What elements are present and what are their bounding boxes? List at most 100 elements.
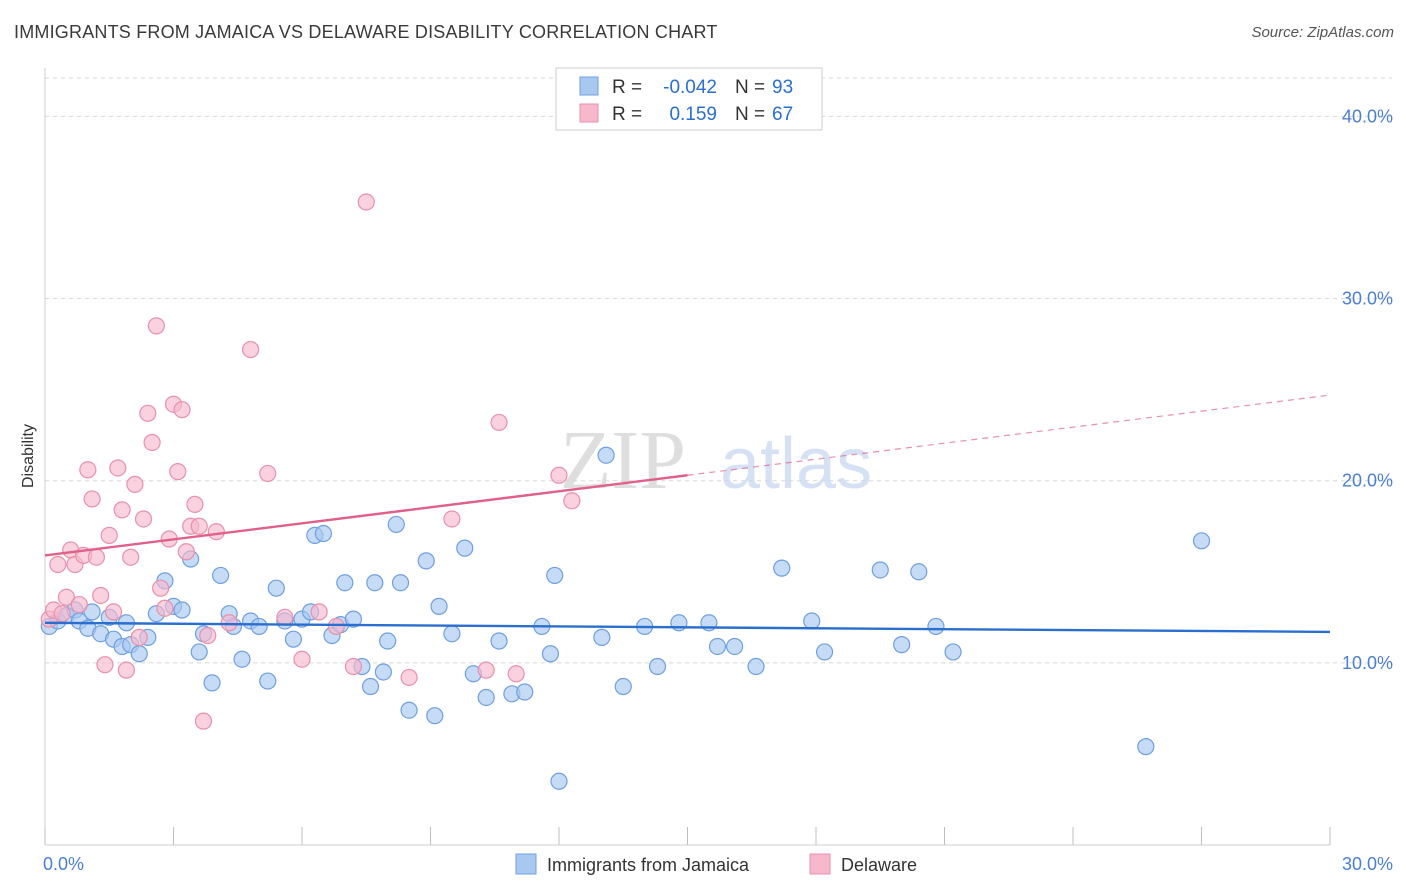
delaware-point xyxy=(344,657,362,676)
delaware-point xyxy=(194,712,213,730)
y-tick-label: 30.0% xyxy=(1342,289,1393,309)
axes xyxy=(44,68,1331,846)
jamaica-point xyxy=(726,637,744,656)
jamaica-point xyxy=(490,632,508,650)
delaware-point xyxy=(242,340,260,359)
delaware-point xyxy=(400,668,418,687)
legend-label-delaware: Delaware xyxy=(841,855,917,875)
delaware-point xyxy=(186,495,204,513)
delaware-point xyxy=(156,599,174,617)
stats-legend-box xyxy=(555,67,823,131)
jamaica-point xyxy=(284,630,303,648)
jamaica-point xyxy=(344,610,362,628)
delaware-point xyxy=(490,413,508,432)
tick-labels: 10.0% 20.0% 30.0% 40.0% 0.0% 30.0% xyxy=(43,106,1393,874)
r-label-jamaica: R = xyxy=(612,77,642,98)
stats-legend: R = -0.042 N = 93 R = 0.159 N = 67 xyxy=(555,67,823,131)
jamaica-point xyxy=(259,672,277,690)
delaware-point xyxy=(130,628,148,646)
delaware-point xyxy=(357,193,375,211)
jamaica-point xyxy=(417,552,435,570)
delaware-point xyxy=(87,548,106,566)
jamaica-point xyxy=(1137,738,1155,756)
delaware-point xyxy=(152,579,170,597)
delaware-point xyxy=(507,665,525,683)
legend-swatch-delaware xyxy=(809,853,831,875)
delaware-point xyxy=(147,317,165,335)
grid-lines xyxy=(45,77,1392,664)
delaware-point xyxy=(563,492,581,510)
watermark-zip: ZIP xyxy=(560,414,686,507)
jamaica-point xyxy=(456,539,474,557)
jamaica-point xyxy=(374,663,392,681)
jamaica-point xyxy=(893,636,911,654)
jamaica-point xyxy=(747,657,765,676)
jamaica-point xyxy=(550,772,568,790)
trend-lines xyxy=(44,394,1331,634)
delaware-point xyxy=(169,463,187,481)
jamaica-point xyxy=(614,677,632,696)
delaware-point xyxy=(126,475,144,493)
jamaica-point xyxy=(910,563,928,581)
jamaica-point xyxy=(430,597,448,615)
jamaica-point xyxy=(83,603,101,621)
delaware-point xyxy=(199,626,217,645)
jamaica-point xyxy=(443,625,461,643)
x-tick-label: 0.0% xyxy=(43,854,84,874)
delaware-point xyxy=(173,401,191,419)
jamaica-point xyxy=(314,524,333,543)
trend-line-solid xyxy=(44,621,1331,634)
legend-label-jamaica: Immigrants from Jamaica xyxy=(547,855,750,875)
y-tick-label: 20.0% xyxy=(1342,471,1393,491)
n-label-jamaica: N = xyxy=(735,77,765,98)
jamaica-point xyxy=(267,579,285,597)
jamaica-point xyxy=(773,559,791,577)
delaware-point xyxy=(276,608,294,626)
jamaica-point xyxy=(871,561,889,579)
n-label-delaware: N = xyxy=(735,104,765,125)
delaware-point xyxy=(207,523,225,541)
r-value-delaware: 0.159 xyxy=(669,104,717,125)
jamaica-point xyxy=(361,677,380,696)
jamaica-point xyxy=(541,645,560,663)
delaware-point xyxy=(139,404,157,422)
y-axis-label: Disability xyxy=(20,424,37,488)
delaware-point xyxy=(310,603,328,621)
jamaica-point xyxy=(203,674,221,692)
source-label: Source: ZipAtlas.com xyxy=(1251,24,1394,41)
jamaica-point xyxy=(426,707,444,725)
delaware-point xyxy=(104,603,123,621)
chart-title: IMMIGRANTS FROM JAMAICA VS DELAWARE DISA… xyxy=(14,22,718,42)
jamaica-point xyxy=(387,515,405,534)
jamaica-point xyxy=(190,643,208,661)
delaware-point xyxy=(134,510,153,528)
delaware-point xyxy=(70,595,88,614)
delaware-point xyxy=(96,656,114,674)
delaware-point xyxy=(83,490,101,508)
delaware-point xyxy=(177,543,195,561)
jamaica-point xyxy=(400,701,418,719)
delaware-point xyxy=(79,461,97,479)
n-value-jamaica: 93 xyxy=(772,77,793,98)
legend-swatch-jamaica xyxy=(515,853,537,875)
jamaica-point xyxy=(815,643,834,661)
trend-line-solid xyxy=(44,474,688,557)
delaware-point xyxy=(57,588,76,606)
jamaica-point xyxy=(546,566,564,585)
jamaica-point xyxy=(366,574,384,592)
jamaica-point xyxy=(708,637,727,656)
delaware-point xyxy=(259,464,277,483)
delaware-point xyxy=(190,517,208,535)
x-tick-label: 30.0% xyxy=(1342,854,1393,874)
series-legend: Immigrants from Jamaica Delaware xyxy=(515,853,917,875)
jamaica-point xyxy=(233,650,251,668)
jamaica-point xyxy=(212,566,230,585)
delaware-point xyxy=(100,526,118,544)
jamaica-point xyxy=(391,574,410,592)
jamaica-legend-swatch xyxy=(579,76,599,96)
jamaica-point xyxy=(173,601,191,619)
y-tick-label: 10.0% xyxy=(1342,653,1393,673)
delaware-point xyxy=(49,555,67,574)
delaware-point xyxy=(122,548,140,566)
